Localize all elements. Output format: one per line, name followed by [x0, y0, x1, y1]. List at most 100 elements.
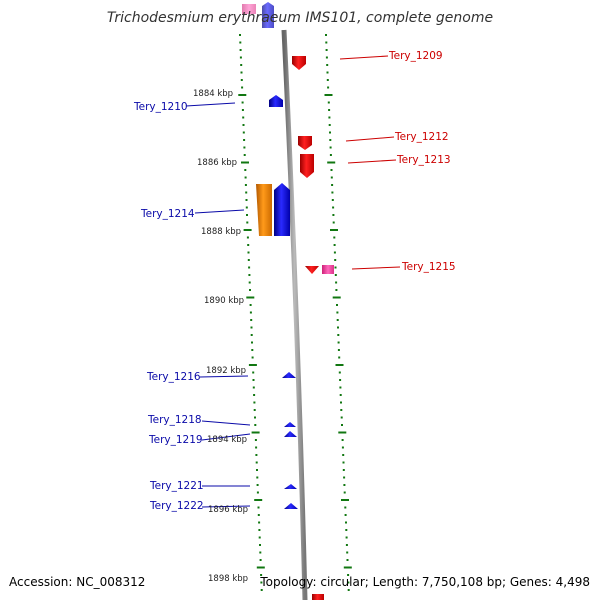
genome-title: Trichodesmium erythraeum IMS101, complet… [107, 10, 493, 26]
tick-mark [254, 416, 256, 419]
gene-tery-1213[interactable] [300, 154, 314, 178]
gene-label-tery-1216[interactable]: Tery_1216 [146, 371, 201, 383]
gene-tery-1221[interactable] [284, 484, 297, 489]
genome-summary-text: Topology: circular; Length: 7,750,108 bp… [259, 575, 590, 589]
gene-tery-1210[interactable] [269, 95, 283, 107]
tick-mark [341, 499, 349, 501]
tick-mark [246, 236, 249, 239]
tick-mark [332, 214, 335, 216]
minus-strand-tick-track [238, 34, 265, 591]
tick-mark [252, 371, 255, 374]
gene-tery-1219[interactable] [284, 431, 297, 437]
tick-mark [334, 259, 337, 261]
gene-tery-1209[interactable] [292, 56, 306, 70]
tick-mark [253, 409, 256, 411]
tick-mark [259, 544, 261, 546]
tick-mark [241, 101, 244, 104]
gene-label-tery-1221[interactable]: Tery_1221 [149, 480, 204, 492]
tick-mark [329, 139, 332, 141]
tick-mark [241, 86, 244, 89]
tick-mark [250, 319, 253, 321]
tick-mark [255, 461, 258, 464]
tick-mark [243, 146, 246, 149]
gene-label-tery-1219[interactable]: Tery_1219 [148, 434, 203, 446]
tick-mark [255, 446, 258, 449]
pink-feature-1215[interactable] [322, 265, 334, 274]
tick-mark [347, 574, 350, 576]
tick-mark [338, 356, 341, 359]
gene-tery-1218[interactable] [284, 422, 296, 427]
tick-mark [241, 161, 249, 164]
tick-mark [344, 506, 347, 509]
tick-mark [339, 386, 342, 389]
tick-mark [258, 536, 261, 539]
gene-label-tery-1222[interactable]: Tery_1222 [149, 500, 204, 512]
tick-mark [240, 79, 243, 81]
gene-label-tery-1209[interactable]: Tery_1209 [388, 50, 443, 62]
tick-mark [327, 161, 336, 164]
tick-mark [243, 154, 246, 156]
gene-labels-plus: Tery_1209 Tery_1212 Tery_1213 Tery_1215 [388, 50, 456, 273]
tick-mark [345, 529, 348, 531]
tick-mark [247, 244, 250, 246]
tick-mark [242, 131, 245, 134]
gene-label-tery-1214[interactable]: Tery_1214 [140, 208, 195, 220]
tick-mark [331, 199, 334, 201]
scale-label: 1884 kbp [193, 89, 233, 99]
scale-label: 1898 kbp [208, 574, 248, 584]
tick-mark [336, 304, 338, 306]
gene-tery-1212[interactable] [298, 136, 312, 150]
tick-mark [246, 221, 249, 224]
scale-label: 1890 kbp [204, 296, 244, 306]
gene-label-tery-1215[interactable]: Tery_1215 [401, 261, 456, 273]
tick-mark [329, 146, 332, 149]
tick-mark [251, 431, 260, 434]
tick-mark [335, 364, 344, 366]
tick-mark [247, 259, 250, 261]
tick-mark [324, 94, 333, 96]
tick-mark [337, 349, 340, 351]
tick-mark [245, 199, 248, 201]
gene-label-tery-1218[interactable]: Tery_1218 [147, 414, 202, 426]
tick-mark [342, 461, 345, 464]
gene-label-tery-1210[interactable]: Tery_1210 [133, 101, 188, 113]
tick-mark [328, 116, 331, 119]
tick-mark [239, 34, 241, 36]
tick-mark [251, 349, 254, 351]
gene-tery-1216[interactable] [282, 372, 296, 378]
rna-feature-orange[interactable] [256, 184, 272, 236]
tick-mark [334, 274, 337, 276]
tick-mark [341, 424, 343, 426]
tick-mark [335, 289, 338, 291]
gene-tery-1214[interactable] [274, 183, 290, 236]
scale-label: 1892 kbp [206, 366, 246, 376]
tick-mark [345, 544, 348, 546]
tick-mark [258, 529, 261, 531]
tick-mark [256, 484, 259, 486]
tick-mark [325, 34, 327, 36]
gene-tery-1215[interactable] [305, 266, 319, 274]
tick-mark [347, 589, 350, 591]
tick-mark [242, 124, 245, 126]
tick-mark [337, 326, 339, 329]
tick-mark [328, 109, 331, 111]
tick-mark [330, 229, 338, 231]
scale-label: 1894 kbp [207, 435, 247, 445]
tick-mark [244, 176, 247, 179]
tick-mark [338, 431, 347, 434]
tick-mark [342, 469, 345, 471]
tick-mark [346, 551, 349, 554]
tick-mark [239, 41, 242, 44]
tick-mark [336, 319, 339, 321]
tick-mark [260, 581, 263, 584]
tick-mark [248, 281, 251, 284]
tick-mark [332, 206, 335, 209]
gene-tery-1222[interactable] [284, 503, 298, 509]
kbp-scale-labels: 1884 kbp 1886 kbp 1888 kbp 1890 kbp 1892… [193, 89, 248, 584]
tick-mark [257, 514, 260, 516]
gene-label-tery-1212[interactable]: Tery_1212 [394, 131, 449, 143]
tick-mark [332, 296, 341, 299]
gene-label-tery-1213[interactable]: Tery_1213 [396, 154, 451, 166]
tick-mark [253, 401, 256, 404]
tick-mark [338, 371, 341, 374]
